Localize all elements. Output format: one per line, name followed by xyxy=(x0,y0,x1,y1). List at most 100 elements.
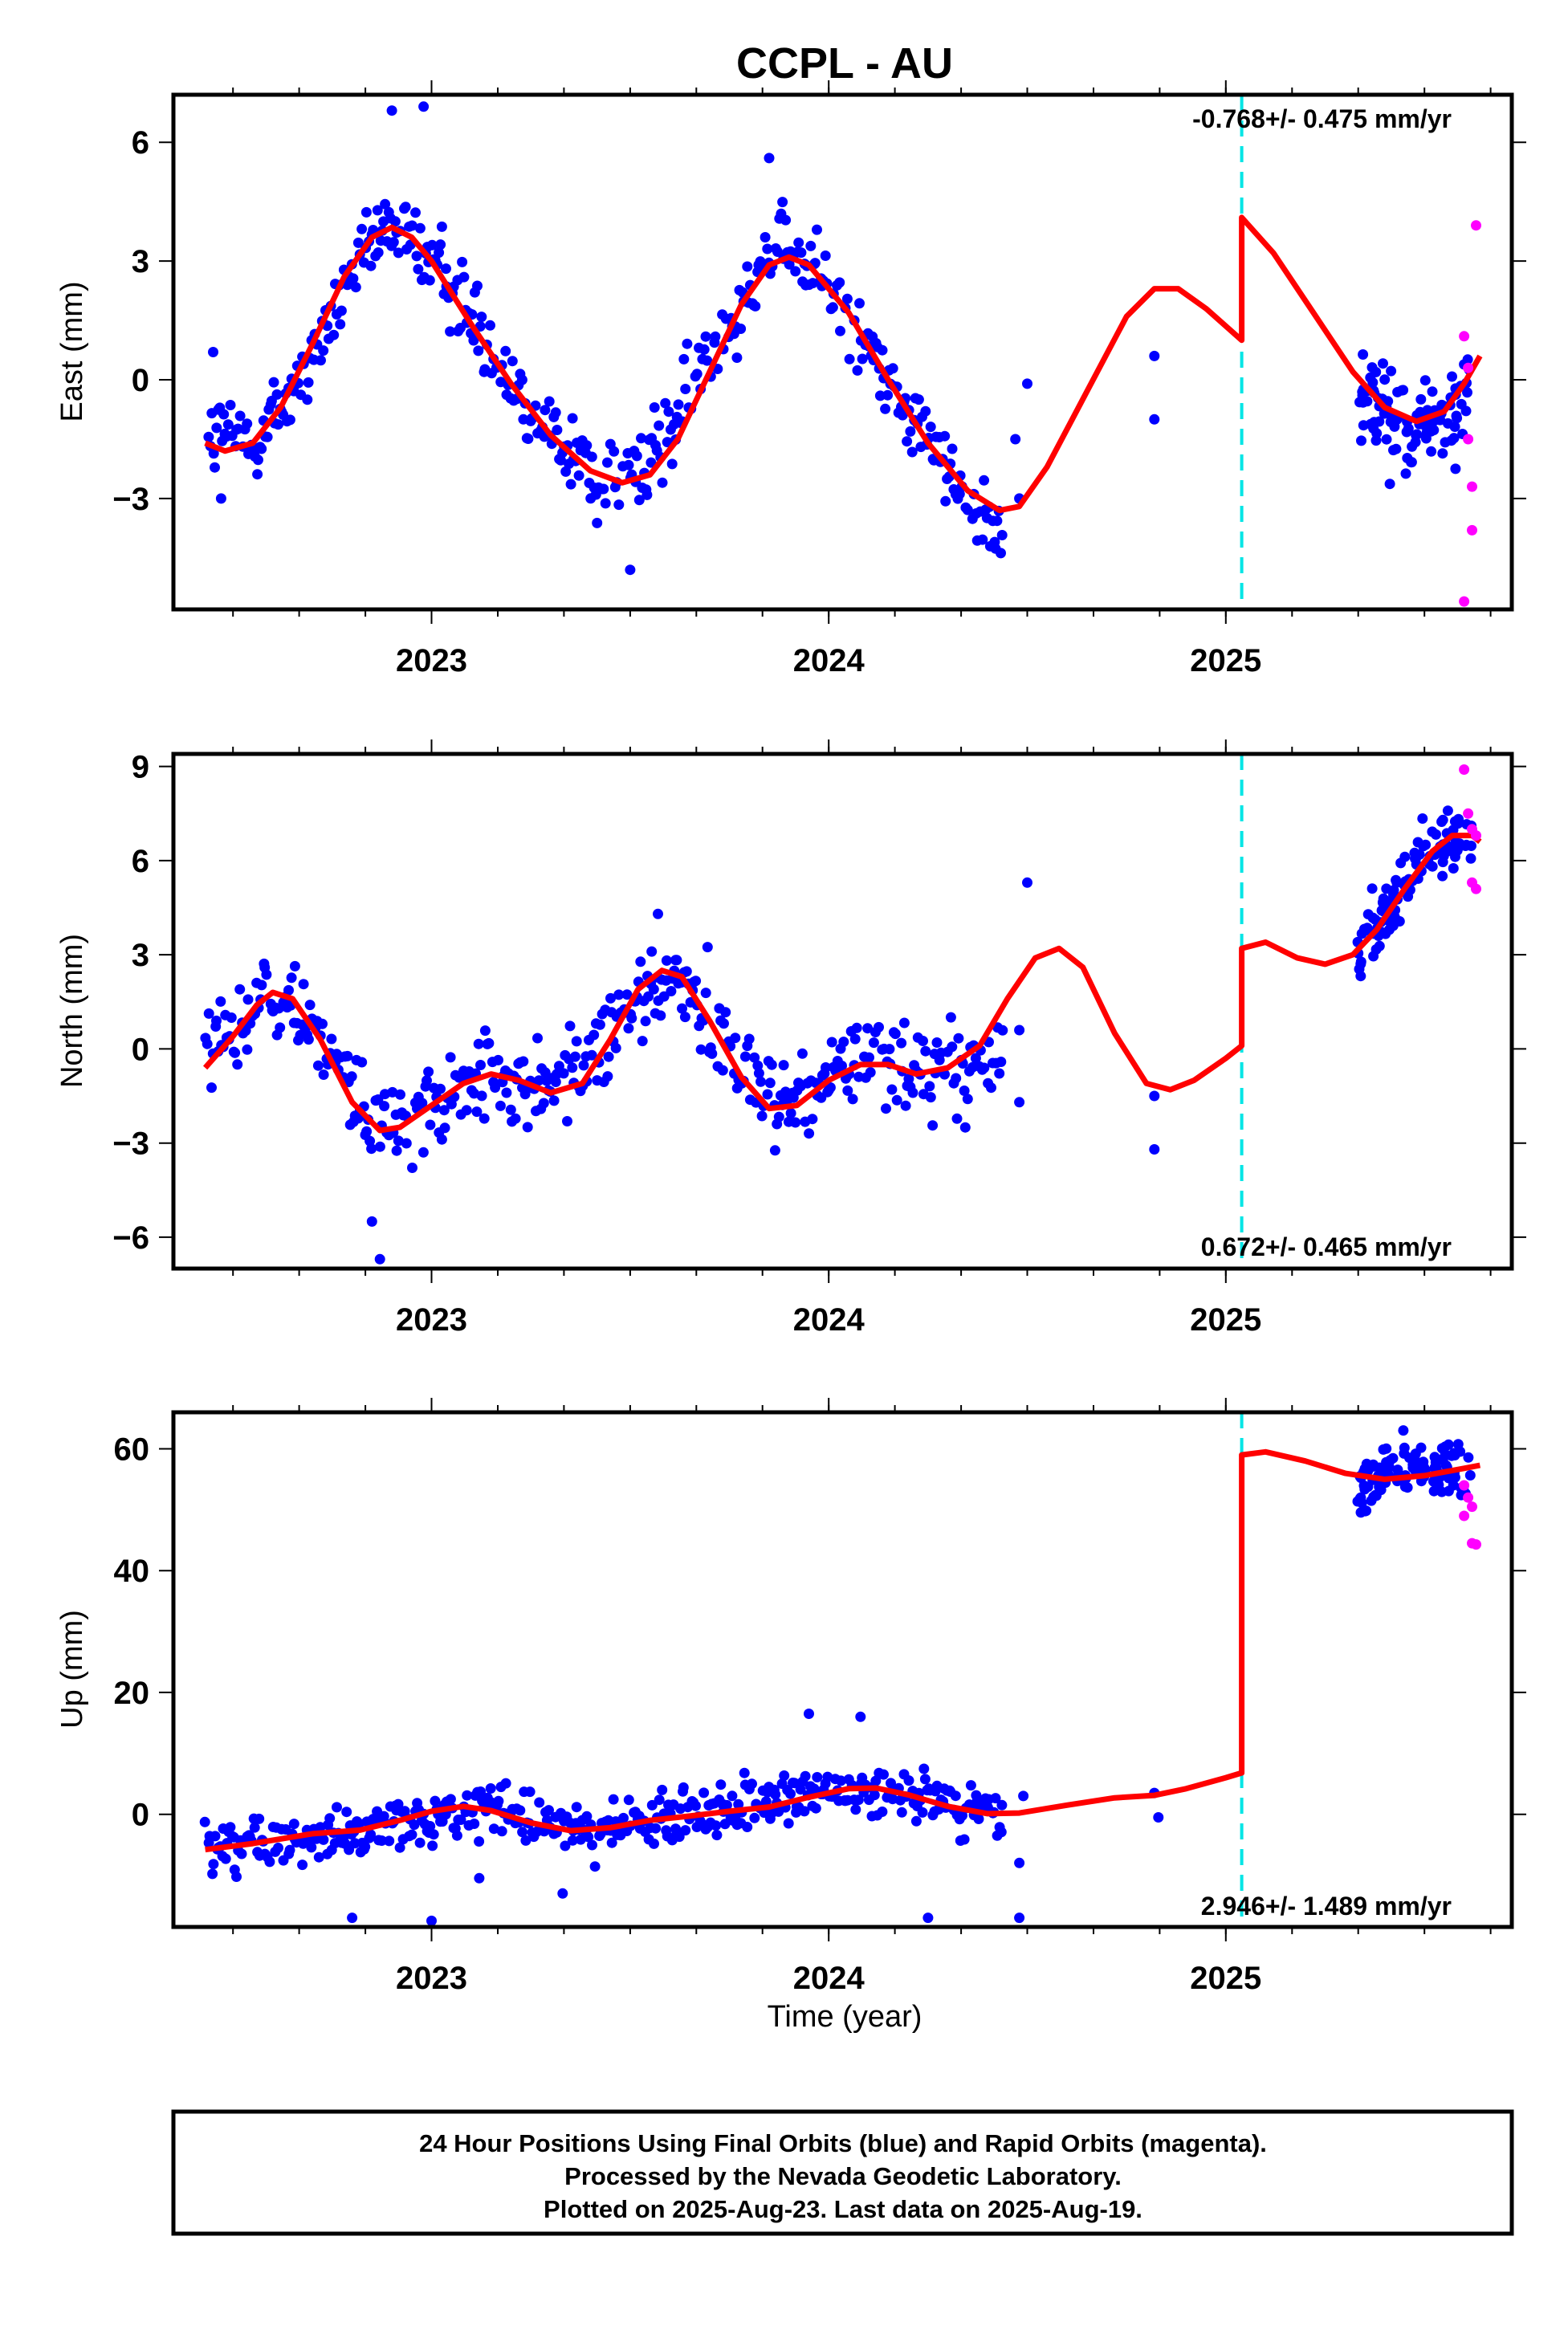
up-final-point xyxy=(855,1711,866,1722)
up-final-point xyxy=(475,1786,487,1797)
north-final-point xyxy=(436,1134,447,1145)
up-y-tick-label: 20 xyxy=(114,1676,150,1711)
north-final-point xyxy=(825,1082,836,1093)
east-final-point xyxy=(784,259,795,270)
north-final-point xyxy=(571,1036,582,1047)
north-final-point xyxy=(623,1023,634,1034)
east-final-point xyxy=(1358,349,1369,360)
east-plot-area xyxy=(203,95,1483,609)
up-final-point xyxy=(810,1802,821,1814)
north-x-tick-label: 2024 xyxy=(793,1302,865,1338)
up-final-point xyxy=(808,1783,820,1794)
east-final-point xyxy=(225,400,236,410)
up-final-point xyxy=(353,1818,365,1829)
north-final-point xyxy=(242,1044,253,1055)
x-axis-label: Time (year) xyxy=(768,2000,922,2034)
north-final-point xyxy=(1014,1097,1025,1108)
east-final-point xyxy=(600,498,611,509)
up-rapid-point xyxy=(1467,1501,1477,1513)
north-final-point xyxy=(821,1062,831,1073)
north-final-point xyxy=(1418,841,1429,852)
north-final-point xyxy=(461,1105,472,1116)
up-final-point xyxy=(649,1838,659,1849)
east-final-point xyxy=(242,418,253,430)
up-y-tick-label: 0 xyxy=(132,1798,149,1833)
north-final-point xyxy=(391,1145,402,1156)
north-final-point xyxy=(886,1084,898,1095)
up-final-point xyxy=(680,1825,691,1836)
up-final-point xyxy=(288,1819,299,1830)
east-final-point xyxy=(573,470,584,481)
north-final-point xyxy=(862,1023,874,1034)
east-final-point xyxy=(336,305,347,316)
up-final-point xyxy=(812,1772,823,1782)
east-final-point xyxy=(649,402,660,413)
north-final-point xyxy=(677,1003,687,1014)
up-plot-frame xyxy=(171,1410,1514,1929)
north-final-point xyxy=(1450,851,1460,862)
north-final-point xyxy=(532,1033,543,1044)
east-final-point xyxy=(1149,350,1160,361)
up-final-point xyxy=(918,1763,930,1774)
up-final-point xyxy=(654,1794,665,1806)
up-final-point xyxy=(1443,1439,1454,1450)
chart-title: CCPL - AU xyxy=(736,39,953,88)
north-final-point xyxy=(681,966,692,977)
north-panel: 2023 2024 2025 −6 −3 0 3 6 9 North (mm) 0.672+/-… xyxy=(55,739,1526,1338)
north-final-point xyxy=(289,960,300,972)
east-final-point xyxy=(208,347,218,357)
east-final-point xyxy=(654,420,665,431)
north-model-line xyxy=(202,833,1482,1134)
up-final-point xyxy=(347,1912,358,1924)
north-final-point xyxy=(423,1066,434,1077)
east-final-point xyxy=(473,345,484,356)
east-final-point xyxy=(1357,390,1368,401)
north-final-point xyxy=(755,1076,766,1087)
east-final-point xyxy=(544,396,555,407)
north-final-point xyxy=(679,1012,690,1023)
north-final-point xyxy=(900,1100,911,1111)
east-rate-label: -0.768+/- 0.475 mm/yr xyxy=(1192,104,1452,133)
east-final-point xyxy=(841,293,853,304)
east-final-point xyxy=(852,365,863,376)
east-final-point xyxy=(436,221,447,232)
east-final-point xyxy=(633,495,645,506)
east-final-point xyxy=(386,105,397,116)
up-final-point xyxy=(1455,1446,1466,1457)
east-final-point xyxy=(772,246,783,257)
east-final-point xyxy=(1356,435,1366,446)
north-final-point xyxy=(979,1062,990,1073)
north-final-point xyxy=(951,1113,963,1124)
east-final-point xyxy=(678,353,690,365)
north-final-point xyxy=(522,1122,533,1133)
up-final-point xyxy=(455,1815,466,1825)
up-final-point xyxy=(500,1778,511,1789)
north-final-point xyxy=(700,988,711,999)
up-final-point xyxy=(425,1821,436,1831)
east-final-point xyxy=(1365,372,1376,383)
east-final-point xyxy=(1462,387,1472,398)
up-final-point xyxy=(1153,1812,1164,1823)
north-final-point xyxy=(286,972,297,984)
north-final-point xyxy=(925,1092,936,1103)
east-final-point xyxy=(777,197,788,208)
east-final-point xyxy=(262,431,273,442)
up-final-point xyxy=(965,1780,976,1791)
up-final-point xyxy=(1399,1442,1410,1453)
east-final-point xyxy=(710,331,721,342)
up-rapid-point xyxy=(1463,1492,1474,1503)
up-final-point xyxy=(742,1822,753,1832)
north-final-point xyxy=(366,1216,377,1227)
up-y-tick-label: 40 xyxy=(114,1554,150,1589)
north-final-point xyxy=(890,1029,901,1040)
north-final-point xyxy=(646,946,658,957)
up-final-point xyxy=(207,1868,218,1880)
up-final-point xyxy=(959,1834,970,1845)
north-final-point xyxy=(1356,928,1367,939)
up-final-point xyxy=(474,1872,485,1884)
east-final-point xyxy=(418,101,430,112)
east-final-point xyxy=(253,454,263,466)
up-final-point xyxy=(903,1775,914,1786)
east-final-point xyxy=(472,280,483,291)
up-final-point xyxy=(360,1841,371,1852)
